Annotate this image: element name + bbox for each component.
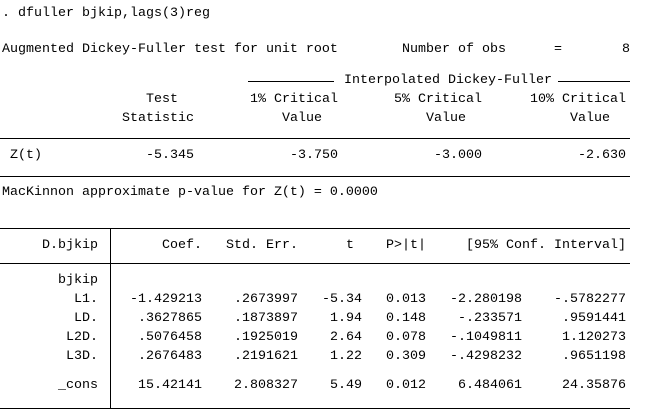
col-value-1: Value — [282, 111, 322, 126]
row-se: .1925019 — [234, 330, 298, 345]
reg-th-coef: Coef. — [162, 238, 202, 253]
mackinnon-text: MacKinnon approximate p-value for Z(t) =… — [2, 185, 378, 200]
row-t: -5.34 — [322, 292, 362, 307]
reg-th-ci: [95% Conf. Interval] — [466, 238, 626, 253]
col-crit1: 1% Critical — [250, 92, 338, 107]
adf-bottom-rule — [0, 176, 630, 177]
mackinnon-line: MacKinnon approximate p-value for Z(t) =… — [0, 185, 647, 201]
row-t: 5.49 — [330, 378, 362, 393]
reg-vertical-rule — [110, 228, 111, 409]
reg-group-label: bjkip — [58, 273, 98, 288]
row-p: 0.078 — [386, 330, 426, 345]
row-p: 0.012 — [386, 378, 426, 393]
col-test: Test — [146, 92, 178, 107]
command-text: . dfuller bjkip,lags(3)reg — [2, 6, 210, 21]
command-line: . dfuller bjkip,lags(3)reg — [0, 6, 647, 22]
adf-title-line: Augmented Dickey-Fuller test for unit ro… — [0, 42, 647, 58]
obs-label: Number of obs — [402, 42, 506, 57]
adf-col-header-1: Test 1% Critical 5% Critical 10% Critica… — [0, 92, 647, 108]
col-crit10: 10% Critical — [530, 92, 626, 107]
obs-value: 8 — [622, 42, 630, 57]
zt-label: Z(t) — [10, 148, 42, 163]
reg-top-rule — [0, 228, 630, 229]
reg-depvar: D.bjkip — [42, 238, 98, 253]
row-ci-high: .9651198 — [562, 349, 626, 364]
interp-header: Interpolated Dickey-Fuller — [344, 73, 552, 88]
row-se: .2191621 — [234, 349, 298, 364]
reg-th-se: Std. Err. — [226, 238, 298, 253]
obs-equals: = — [554, 42, 562, 57]
reg-th-p: P>|t| — [386, 238, 426, 253]
row-t: 2.64 — [330, 330, 362, 345]
row-label: L1. — [74, 292, 98, 307]
row-ci-low: -.1049811 — [450, 330, 522, 345]
reg-row-l1: L1. -1.429213 .2673997 -5.34 0.013 -2.28… — [0, 292, 647, 308]
row-ci-high: 24.35876 — [562, 378, 626, 393]
zt-crit1: -3.750 — [290, 148, 338, 163]
reg-th-t: t — [346, 238, 354, 253]
reg-row-l2d: L2D. .5076458 .1925019 2.64 0.078 -.1049… — [0, 330, 647, 346]
row-se: .2673997 — [234, 292, 298, 307]
zt-crit5: -3.000 — [434, 148, 482, 163]
row-t: 1.22 — [330, 349, 362, 364]
reg-row-ld: LD. .3627865 .1873897 1.94 0.148 -.23357… — [0, 311, 647, 327]
zt-crit10: -2.630 — [578, 148, 626, 163]
reg-bottom-rule — [0, 408, 630, 409]
row-coef: 15.42141 — [138, 378, 202, 393]
col-crit5: 5% Critical — [394, 92, 482, 107]
zt-row: Z(t) -5.345 -3.750 -3.000 -2.630 — [0, 148, 647, 164]
row-label: _cons — [58, 378, 98, 393]
row-label: L2D. — [66, 330, 98, 345]
row-coef: .5076458 — [138, 330, 202, 345]
row-label: LD. — [74, 311, 98, 326]
row-t: 1.94 — [330, 311, 362, 326]
row-p: 0.309 — [386, 349, 426, 364]
row-coef: -1.429213 — [130, 292, 202, 307]
reg-header-rule — [0, 263, 630, 264]
reg-row-cons: _cons 15.42141 2.808327 5.49 0.012 6.484… — [0, 378, 647, 394]
row-ci-high: 1.120273 — [562, 330, 626, 345]
interp-left-rule — [248, 81, 334, 82]
row-se: .1873897 — [234, 311, 298, 326]
adf-top-rule — [0, 138, 630, 139]
row-ci-high: -.5782277 — [554, 292, 626, 307]
adf-title: Augmented Dickey-Fuller test for unit ro… — [2, 42, 338, 57]
row-ci-high: .9591441 — [562, 311, 626, 326]
reg-row-l3d: L3D. .2676483 .2191621 1.22 0.309 -.4298… — [0, 349, 647, 365]
row-ci-low: -.4298232 — [450, 349, 522, 364]
row-ci-low: -.233571 — [458, 311, 522, 326]
row-se: 2.808327 — [234, 378, 298, 393]
row-p: 0.148 — [386, 311, 426, 326]
row-coef: .3627865 — [138, 311, 202, 326]
col-value-3: Value — [570, 111, 610, 126]
reg-group-row: bjkip — [0, 273, 647, 289]
row-p: 0.013 — [386, 292, 426, 307]
interp-header-line: Interpolated Dickey-Fuller — [0, 73, 647, 89]
col-value-2: Value — [426, 111, 466, 126]
row-ci-low: 6.484061 — [458, 378, 522, 393]
row-coef: .2676483 — [138, 349, 202, 364]
zt-test-statistic: -5.345 — [146, 148, 194, 163]
row-ci-low: -2.280198 — [450, 292, 522, 307]
row-label: L3D. — [66, 349, 98, 364]
reg-header-row: D.bjkip Coef. Std. Err. t P>|t| [95% Con… — [0, 238, 647, 254]
adf-col-header-2: Statistic Value Value Value — [0, 111, 647, 127]
col-test-sub: Statistic — [122, 111, 194, 126]
interp-right-rule — [558, 81, 630, 82]
